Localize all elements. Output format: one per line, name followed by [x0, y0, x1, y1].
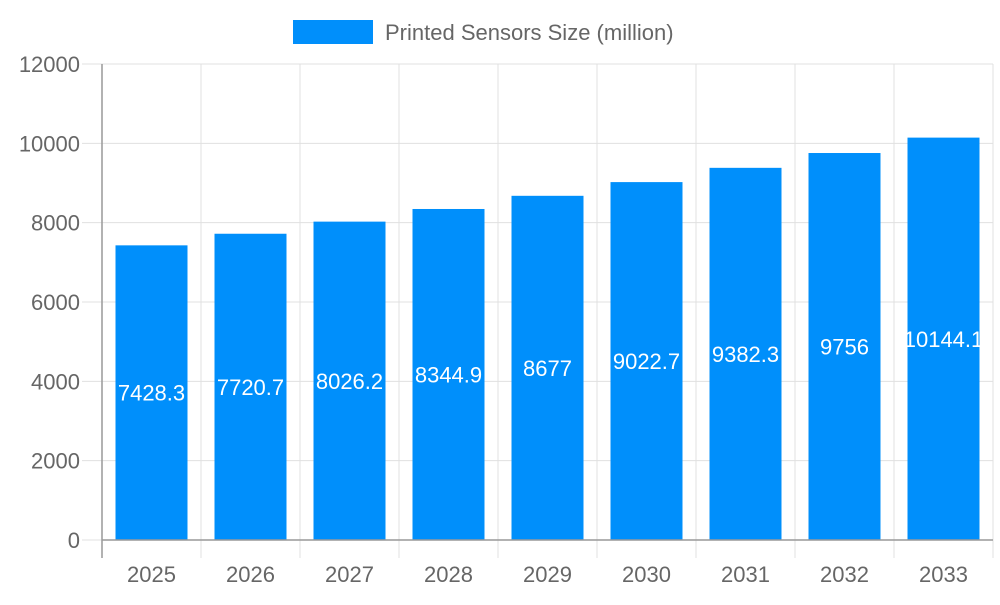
x-tick-label: 2032: [820, 562, 869, 587]
bar-2031: [709, 167, 782, 540]
data-label: 9022.7: [613, 349, 680, 374]
bar-2033: [907, 137, 980, 540]
x-tick-label: 2027: [325, 562, 374, 587]
bar-2029: [511, 195, 584, 541]
bar-2025: [115, 245, 188, 540]
x-tick-label: 2026: [226, 562, 275, 587]
legend[interactable]: Printed Sensors Size (million): [293, 20, 674, 45]
data-label: 8344.9: [415, 362, 482, 387]
data-label: 8026.2: [316, 369, 383, 394]
y-tick-label: 2000: [31, 449, 80, 474]
bars: 7428.3 7720.7 8026.2 8344.9 8677 9022.7 9382.3…: [115, 137, 984, 541]
data-label: 9382.3: [712, 342, 779, 367]
bar-2032: [808, 153, 881, 540]
x-tick-label: 2029: [523, 562, 572, 587]
y-tick-label: 4000: [31, 369, 80, 394]
y-tick-label: 10000: [19, 131, 80, 156]
data-label: 8677: [523, 356, 572, 381]
x-tick-label: 2028: [424, 562, 473, 587]
y-tick-label: 12000: [19, 52, 80, 77]
data-label: 7428.3: [118, 381, 185, 406]
legend-swatch: [293, 20, 373, 44]
data-label: 10144.1: [904, 327, 984, 352]
bar-2028: [412, 208, 485, 540]
y-tick-label: 0: [68, 528, 80, 553]
data-label: 7720.7: [217, 375, 284, 400]
bar-2026: [214, 233, 287, 541]
legend-label: Printed Sensors Size (million): [385, 20, 674, 45]
x-tick-label: 2025: [127, 562, 176, 587]
axes: 0 2000 4000 6000 8000 10000 12000 2025 2026 2027 2…: [19, 52, 993, 587]
x-tick-label: 2030: [622, 562, 671, 587]
data-label: 9756: [820, 335, 869, 360]
bar-2030: [610, 182, 683, 541]
x-tick-label: 2033: [919, 562, 968, 587]
y-tick-label: 8000: [31, 211, 80, 236]
y-tick-label: 6000: [31, 290, 80, 315]
bar-2027: [313, 221, 386, 541]
x-tick-label: 2031: [721, 562, 770, 587]
